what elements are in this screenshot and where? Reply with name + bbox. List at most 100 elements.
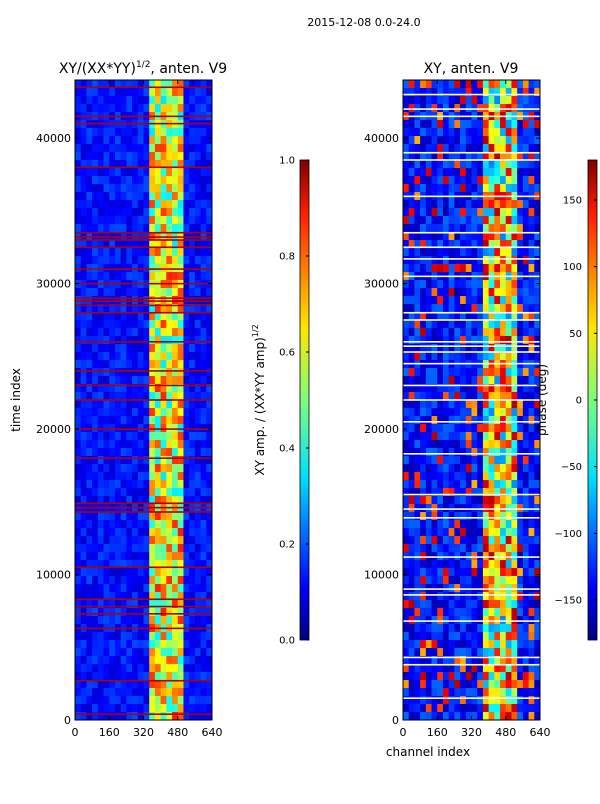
heatmap-cell: [471, 464, 478, 473]
heatmap-cell: [522, 480, 529, 489]
heatmap-cell: [120, 640, 127, 649]
heatmap-cell: [500, 432, 507, 441]
heatmap-cell: [103, 328, 110, 337]
heatmap-cell: [414, 80, 421, 89]
heatmap-cell: [126, 584, 133, 593]
heatmap-cell: [522, 128, 529, 137]
heatmap-cell: [420, 560, 427, 569]
heatmap-cell: [189, 272, 196, 281]
heatmap-cell: [408, 336, 415, 345]
heatmap-cell: [172, 176, 179, 185]
heatmap-cell: [166, 320, 173, 329]
heatmap-cell: [460, 688, 467, 697]
heatmap-cell: [414, 664, 421, 673]
heatmap-cell: [471, 608, 478, 617]
heatmap-cell: [425, 248, 432, 257]
heatmap-cell: [109, 568, 116, 577]
heatmap-cell: [471, 544, 478, 553]
heatmap-cell: [477, 288, 484, 297]
heatmap-cell: [437, 712, 444, 721]
heatmap-cell: [194, 648, 201, 657]
heatmap-cell: [172, 104, 179, 113]
heatmap-cell: [414, 296, 421, 305]
heatmap-cell: [403, 648, 410, 657]
heatmap-cell: [465, 464, 472, 473]
heatmap-cell: [534, 408, 541, 417]
heatmap-cell: [505, 504, 512, 513]
heatmap-cell: [420, 472, 427, 481]
heatmap-cell: [75, 296, 82, 305]
heatmap-cell: [522, 600, 529, 609]
heatmap-cell: [511, 472, 518, 481]
heatmap-cell: [437, 616, 444, 625]
heatmap-cell: [120, 704, 127, 713]
heatmap-cell: [120, 336, 127, 345]
heatmap-cell: [149, 632, 156, 641]
heatmap-cell: [183, 528, 190, 537]
heatmap-cell: [448, 560, 455, 569]
heatmap-cell: [75, 184, 82, 193]
heatmap-cell: [132, 208, 139, 217]
heatmap-cell: [194, 96, 201, 105]
heatmap-cell: [465, 584, 472, 593]
heatmap-cell: [172, 248, 179, 257]
heatmap-cell: [149, 376, 156, 385]
heatmap-cell: [172, 352, 179, 361]
heatmap-cell: [97, 336, 104, 345]
heatmap-cell: [517, 120, 524, 129]
heatmap-cell: [120, 544, 127, 553]
heatmap-cell: [477, 528, 484, 537]
heatmap-cell: [534, 288, 541, 297]
heatmap-cell: [431, 208, 438, 217]
heatmap-cell: [408, 560, 415, 569]
heatmap-cell: [425, 152, 432, 161]
heatmap-cell: [454, 624, 461, 633]
heatmap-cell: [183, 168, 190, 177]
heatmap-cell: [86, 664, 93, 673]
heatmap-cell: [92, 400, 99, 409]
heatmap-cell: [177, 632, 184, 641]
heatmap-cell: [183, 288, 190, 297]
heatmap-cell: [425, 352, 432, 361]
heatmap-cell: [511, 416, 518, 425]
heatmap-cell: [408, 160, 415, 169]
heatmap-cell: [109, 616, 116, 625]
heatmap-cell: [454, 632, 461, 641]
heatmap-cell: [425, 672, 432, 681]
heatmap-cell: [177, 496, 184, 505]
heatmap-cell: [403, 560, 410, 569]
heatmap-cell: [425, 528, 432, 537]
heatmap-cell: [126, 608, 133, 617]
heatmap-cell: [189, 536, 196, 545]
heatmap-cell: [477, 488, 484, 497]
heatmap-cell: [494, 136, 501, 145]
heatmap-cell: [114, 440, 122, 449]
heatmap-cell: [522, 184, 529, 193]
heatmap-cell: [465, 80, 472, 89]
heatmap-cell: [126, 472, 133, 481]
heatmap-cell: [149, 312, 156, 321]
heatmap-cell: [126, 264, 133, 273]
heatmap-cell: [132, 304, 139, 313]
heatmap-cell: [75, 560, 82, 569]
heatmap-cell: [454, 472, 461, 481]
heatmap-cell: [189, 544, 196, 553]
heatmap-cell: [460, 456, 467, 465]
heatmap-cell: [160, 200, 167, 209]
heatmap-cell: [511, 704, 518, 713]
heatmap-cell: [194, 704, 201, 713]
heatmap-cell: [92, 232, 99, 241]
heatmap-cell: [137, 80, 144, 89]
heatmap-cell: [109, 256, 116, 265]
heatmap-cell: [437, 552, 444, 561]
heatmap-cell: [488, 152, 495, 161]
heatmap-cell: [177, 552, 184, 561]
heatmap-cell: [132, 272, 139, 281]
heatmap-cell: [420, 384, 427, 393]
heatmap-cell: [482, 496, 490, 505]
heatmap-cell: [177, 312, 184, 321]
heatmap-cell: [103, 616, 110, 625]
heatmap-cell: [86, 240, 93, 249]
heatmap-cell: [160, 704, 167, 713]
